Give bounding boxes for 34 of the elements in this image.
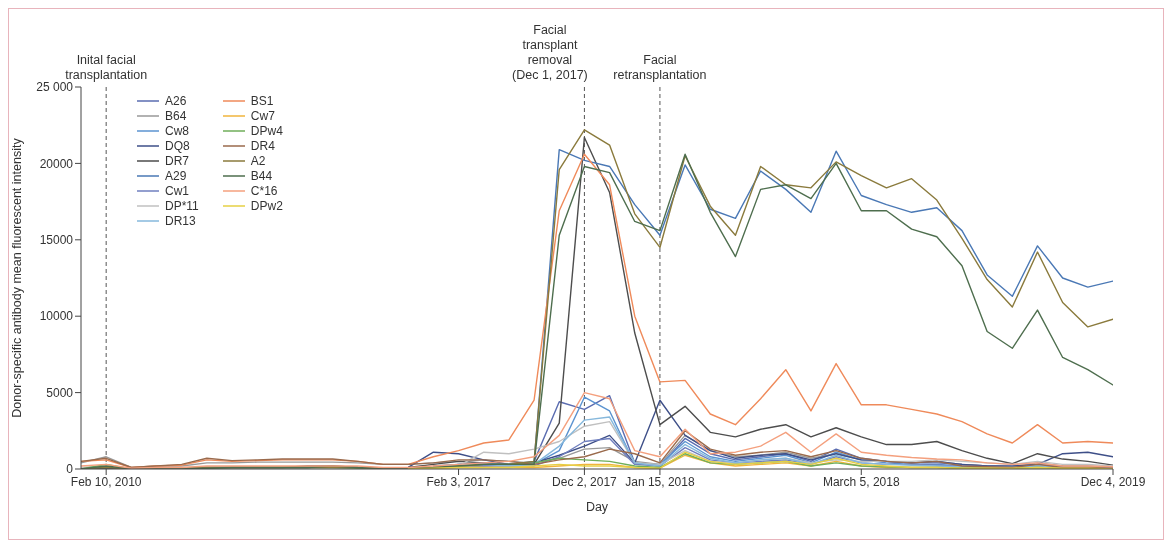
legend-label: A2: [250, 153, 266, 168]
legend-label: C*16: [250, 183, 278, 198]
y-tick-label: 15000: [39, 233, 74, 248]
y-tick-label: 0: [66, 462, 74, 477]
ref-line-label: Inital facial transplantation: [65, 53, 148, 82]
ref-line-label: Facial retransplantation: [613, 53, 707, 82]
legend-label: DQ8: [165, 138, 190, 153]
x-tick-label: March 5, 2018: [822, 474, 900, 489]
x-tick-label: Dec 4, 2019: [1080, 474, 1146, 489]
legend-label: DPw2: [250, 198, 283, 213]
x-tick-label: Feb 10, 2010: [70, 474, 142, 489]
y-tick-label: 10000: [39, 309, 74, 324]
legend-label: DPw4: [250, 123, 283, 138]
legend-label: A29: [165, 168, 187, 183]
legend-label: DR7: [165, 153, 190, 168]
y-tick-label: 20000: [39, 156, 74, 171]
legend-label: Cw7: [250, 108, 275, 123]
legend-label: A26: [165, 93, 187, 108]
y-tick-label: 5000: [46, 385, 74, 400]
legend-label: B64: [165, 108, 187, 123]
y-tick-label: 25 000: [36, 80, 74, 95]
legend-label: DR13: [165, 213, 196, 228]
legend-label: Cw1: [165, 183, 190, 198]
legend-label: DR4: [250, 138, 275, 153]
x-axis-title: Day: [585, 500, 609, 514]
ref-line-label: Facial transplant removal (Dec 1, 2017): [512, 23, 588, 82]
x-tick-label: Jan 15, 2018: [625, 474, 695, 489]
legend-label: BS1: [250, 93, 274, 108]
legend-label: Cw8: [165, 123, 190, 138]
legend-label: B44: [250, 168, 273, 183]
x-tick-label: Dec 2, 2017: [552, 474, 618, 489]
legend-label: DP*11: [165, 198, 199, 213]
x-tick-label: Feb 3, 2017: [426, 474, 491, 489]
y-axis-title: Donor-specific antibody mean fluorescent intensity: [10, 137, 25, 418]
